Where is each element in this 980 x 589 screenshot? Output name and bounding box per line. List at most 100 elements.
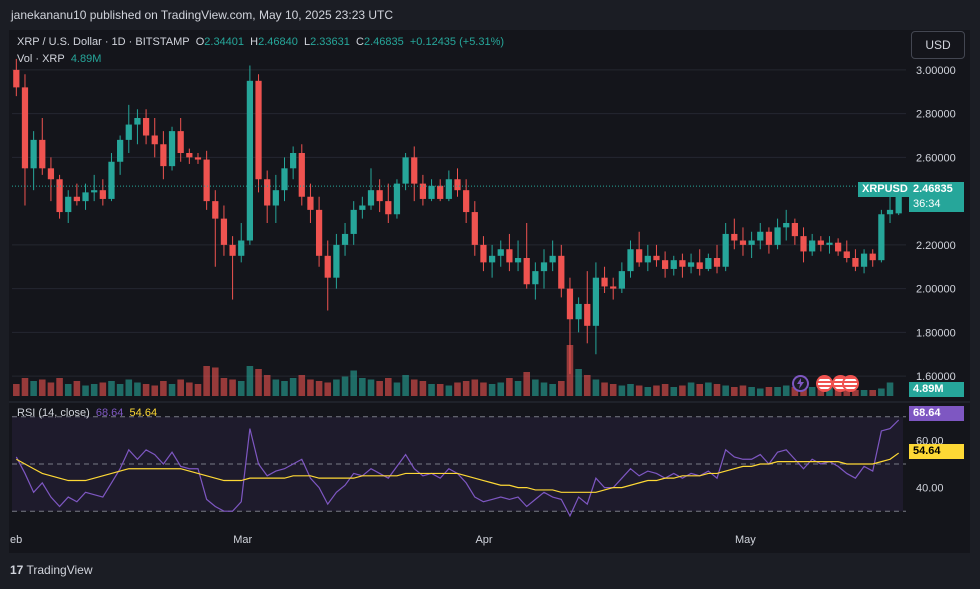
volume-bar: [592, 379, 600, 396]
candle-body: [125, 124, 132, 140]
volume-bar: [298, 375, 306, 396]
ohlc-legend: XRP / U.S. Dollar · 1D · BITSTAMP O2.344…: [17, 36, 504, 48]
volume-bar: [419, 381, 427, 396]
candle-body: [238, 240, 245, 256]
candle-body: [367, 190, 375, 206]
volume-bar: [341, 376, 349, 396]
candle-body: [705, 258, 712, 269]
volume-bar: [324, 382, 332, 396]
candle-body: [402, 157, 409, 184]
price-tag-symbol: XRPUSD: [858, 182, 912, 197]
candle-body: [142, 118, 150, 136]
chart-panel[interactable]: [9, 30, 970, 553]
volume-bar: [402, 375, 409, 396]
candle-body: [30, 139, 37, 169]
candle-body: [307, 196, 314, 210]
candle-body: [168, 131, 176, 167]
volume-bar: [609, 384, 617, 396]
candle-body: [350, 209, 357, 234]
candle-body: [506, 249, 513, 263]
rsi-ma-tag: 54.64: [909, 444, 964, 459]
candle-body: [454, 179, 461, 191]
change-value: +0.12435 (+5.31%): [409, 36, 505, 48]
candle-body: [108, 161, 115, 199]
candle-body: [91, 190, 98, 193]
candle-body: [56, 179, 63, 213]
candle-body: [39, 139, 46, 169]
time-axis-label: eb: [10, 534, 22, 546]
open-value: 2.34401: [204, 36, 245, 48]
candle-body: [117, 139, 124, 162]
candle-body: [540, 262, 548, 272]
volume-bar: [558, 381, 565, 396]
volume-bar: [13, 384, 20, 396]
volume-bar: [800, 388, 807, 396]
candle-body: [445, 179, 452, 199]
volume-bar: [220, 378, 228, 396]
volume-bar: [860, 390, 868, 396]
close-label: C: [356, 36, 364, 48]
volume-bar: [142, 384, 150, 396]
time-axis-label: Apr: [475, 534, 492, 546]
volume-bar: [315, 381, 323, 396]
rsi-label[interactable]: RSI (14, close): [17, 407, 90, 419]
volume-bar: [445, 385, 453, 396]
symbol-label[interactable]: XRP / U.S. Dollar · 1D · BITSTAMP: [17, 36, 190, 48]
volume-bar: [203, 366, 210, 396]
volume-bar: [782, 385, 790, 396]
volume-bar: [886, 382, 894, 396]
candle-body: [713, 258, 721, 267]
price-tag-value: 2.46835: [909, 182, 964, 197]
us-flag-icon[interactable]: [842, 375, 859, 392]
high-label: H: [250, 36, 259, 48]
volume-bar: [532, 379, 539, 396]
volume-bar: [393, 382, 401, 396]
volume-bar: [211, 367, 219, 396]
volume-bar: [765, 387, 773, 396]
top-bar: janekananu10 published on TradingView.co…: [0, 0, 980, 30]
candle-body: [765, 231, 773, 245]
candle-body: [566, 288, 574, 320]
volume-bar: [272, 379, 280, 396]
us-flag-icon[interactable]: [816, 375, 833, 392]
volume-bar: [263, 375, 271, 396]
volume-bar: [601, 382, 608, 396]
volume-bar: [506, 378, 513, 396]
candle-body: [791, 223, 798, 237]
lightning-icon[interactable]: [792, 375, 809, 392]
volume-bar: [108, 381, 115, 396]
price-axis-label: 3.00000: [916, 65, 956, 77]
candle-body: [774, 227, 781, 245]
footer-brand[interactable]: TradingView: [26, 563, 93, 577]
volume-bar: [125, 379, 133, 396]
volume-label[interactable]: Vol · XRP: [17, 53, 65, 65]
candle-body: [488, 255, 496, 263]
candle-body: [869, 253, 876, 261]
candle-body: [272, 190, 279, 206]
currency-button[interactable]: USD: [911, 31, 965, 59]
high-value: 2.46840: [258, 36, 298, 48]
candle-body: [835, 242, 842, 252]
candle-body: [817, 240, 824, 245]
price-axis-label: 2.80000: [916, 109, 956, 121]
volume-bar: [687, 382, 695, 396]
tradingview-logo-icon[interactable]: 17: [10, 563, 24, 577]
publisher-text: janekananu10 published on TradingView.co…: [11, 8, 394, 22]
volume-bar: [410, 379, 418, 396]
candle-body: [575, 303, 582, 320]
candle-body: [359, 205, 366, 210]
candle-body: [229, 244, 236, 256]
rsi-axis-label: 40.00: [916, 483, 944, 495]
candle-body: [852, 258, 859, 267]
candle-body: [687, 262, 695, 267]
candle-body: [186, 153, 193, 158]
volume-bar: [116, 384, 124, 396]
volume-bar: [644, 387, 652, 396]
volume-bar: [661, 384, 669, 396]
volume-bar: [843, 388, 851, 396]
rsi-value: 68.64: [95, 407, 124, 419]
volume-bar: [367, 379, 375, 396]
volume-bar: [168, 384, 176, 396]
candle-body: [558, 255, 565, 289]
